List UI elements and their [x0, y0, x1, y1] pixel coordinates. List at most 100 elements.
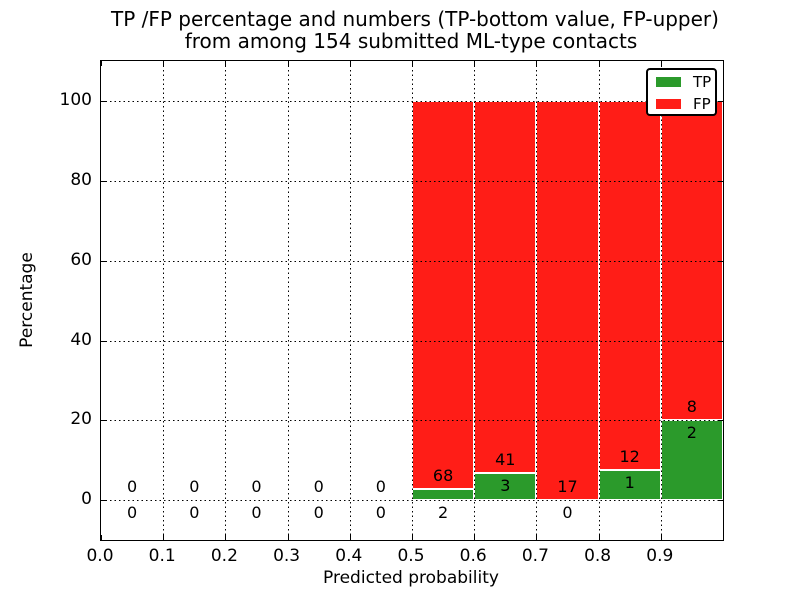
x-tickmark	[598, 535, 600, 540]
x-tickmark	[474, 535, 476, 540]
legend-item-fp: FP	[656, 94, 715, 114]
fp-count-label: 12	[619, 446, 640, 466]
horizontal-gridline	[101, 420, 723, 422]
tp-count-label: 0	[127, 503, 138, 523]
x-tickmark	[163, 535, 165, 540]
vertical-gridline	[349, 61, 351, 540]
fp-count-label: 0	[313, 477, 324, 497]
chart-title-line1: TP /FP percentage and numbers (TP-bottom…	[111, 7, 719, 31]
x-tickmark	[349, 535, 351, 540]
y-tickmark-right	[718, 180, 723, 182]
x-tick-label: 0.3	[273, 546, 301, 566]
x-tickmark-top	[287, 61, 289, 66]
y-tick-label: 100	[59, 89, 92, 110]
y-tickmark	[101, 420, 106, 422]
y-tickmark-right	[718, 260, 723, 262]
x-tick-label: 0.6	[459, 546, 487, 566]
horizontal-gridline	[101, 260, 723, 262]
tp-bar-segment	[474, 473, 537, 501]
y-tick-label: 0	[81, 489, 92, 510]
vertical-gridline	[598, 61, 600, 540]
horizontal-gridline	[101, 500, 723, 502]
x-tickmark	[536, 535, 538, 540]
vertical-gridline	[225, 61, 227, 540]
legend-label-tp: TP	[693, 73, 712, 91]
legend: TP FP	[646, 68, 717, 116]
vertical-gridline	[163, 61, 165, 540]
horizontal-gridline	[101, 340, 723, 342]
y-tick-label: 60	[70, 249, 92, 270]
fp-bar-segment	[536, 100, 599, 501]
x-tickmark-top	[598, 61, 600, 66]
y-tickmark	[101, 180, 106, 182]
legend-item-tp: TP	[656, 72, 715, 92]
fp-count-label: 0	[375, 477, 386, 497]
x-tickmark-top	[225, 61, 227, 66]
x-tickmark-top	[412, 61, 413, 66]
x-tickmark-top	[660, 61, 662, 66]
tp-count-label: 0	[562, 503, 573, 523]
fp-count-label: 68	[432, 465, 454, 485]
fp-swatch-icon	[656, 99, 681, 109]
tp-count-label: 0	[375, 503, 386, 523]
tp-count-label: 0	[189, 503, 200, 523]
x-tickmark-top	[101, 61, 102, 66]
tp-count-label: 3	[500, 476, 511, 496]
tp-count-label: 2	[686, 423, 697, 443]
x-tick-label: 0.7	[521, 546, 549, 566]
fp-count-label: 0	[251, 477, 262, 497]
vertical-gridline	[536, 61, 538, 540]
fp-count-label: 8	[686, 397, 697, 417]
y-tickmark-right	[718, 500, 723, 502]
tp-count-label: 1	[624, 472, 635, 492]
x-tick-label: 0.0	[86, 546, 114, 566]
tp-bar-segment	[412, 488, 475, 501]
horizontal-gridline	[101, 100, 723, 102]
horizontal-gridline	[101, 180, 723, 182]
legend-label-fp: FP	[693, 95, 711, 113]
y-tickmark-right	[718, 340, 723, 342]
vertical-gridline	[287, 61, 289, 540]
x-tickmark	[101, 535, 102, 540]
vertical-gridline	[660, 61, 662, 540]
x-tick-label: 0.2	[210, 546, 238, 566]
x-tick-label: 0.1	[148, 546, 176, 566]
x-tick-label: 0.4	[335, 546, 363, 566]
plot-area: TP FP 0 0 0 0 0 0 0 0 0 0 68 2 41 3 17 0 12 1 8 2	[100, 60, 724, 541]
y-tickmark	[101, 500, 106, 502]
x-tickmark	[660, 535, 662, 540]
x-tickmark-top	[163, 61, 165, 66]
tp-swatch-icon	[656, 77, 681, 87]
fp-bar-segment	[474, 100, 537, 474]
fp-count-label: 0	[189, 477, 200, 497]
x-axis-label: Predicted probability	[323, 568, 499, 588]
fp-bar-segment	[598, 100, 661, 470]
vertical-gridline	[412, 61, 413, 540]
tp-bar-segment	[598, 469, 661, 501]
x-tickmark-top	[536, 61, 538, 66]
x-tickmark-top	[349, 61, 351, 66]
x-tickmark	[225, 535, 227, 540]
y-tickmark	[101, 340, 106, 342]
x-tickmark-top	[474, 61, 476, 66]
chart-title: TP /FP percentage and numbers (TP-bottom…	[111, 7, 719, 52]
fp-bar-segment	[412, 100, 475, 489]
x-tickmark	[412, 535, 413, 540]
fp-count-label: 17	[557, 477, 578, 497]
vertical-gridline	[474, 61, 476, 540]
x-tick-label: 0.8	[584, 546, 612, 566]
fp-count-label: 0	[127, 477, 138, 497]
y-tick-label: 40	[70, 329, 92, 350]
tp-bar-segment	[660, 420, 723, 501]
x-tick-label: 0.5	[397, 546, 425, 566]
fp-count-label: 41	[495, 450, 516, 470]
y-tickmark	[101, 260, 106, 262]
x-tick-label: 0.9	[646, 546, 674, 566]
y-tick-label: 20	[70, 409, 92, 430]
y-tickmark-right	[718, 420, 723, 422]
x-tickmark	[287, 535, 289, 540]
tp-count-label: 2	[438, 503, 449, 523]
y-tickmark	[101, 100, 106, 102]
y-tickmark-right	[718, 100, 723, 102]
